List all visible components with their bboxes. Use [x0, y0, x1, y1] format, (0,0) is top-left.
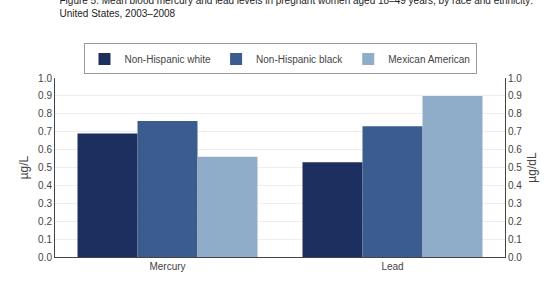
svg-text:Non-Hispanic white: Non-Hispanic white: [125, 54, 212, 65]
svg-text:0.0: 0.0: [38, 252, 52, 263]
svg-text:0.8: 0.8: [38, 108, 52, 119]
svg-text:0.3: 0.3: [508, 198, 522, 209]
svg-text:µg/dL: µg/dL: [525, 152, 539, 183]
svg-text:Mexican American: Mexican American: [388, 54, 470, 65]
svg-text:0.9: 0.9: [508, 90, 522, 101]
svg-text:Non-Hispanic black: Non-Hispanic black: [256, 54, 343, 65]
svg-text:0.7: 0.7: [508, 126, 522, 137]
svg-text:0.8: 0.8: [508, 108, 522, 119]
svg-text:0.2: 0.2: [508, 216, 522, 227]
svg-text:1.0: 1.0: [38, 73, 52, 84]
svg-text:0.6: 0.6: [38, 144, 52, 155]
svg-text:0.6: 0.6: [508, 144, 522, 155]
svg-text:0.5: 0.5: [508, 162, 522, 173]
svg-text:µg/L: µg/L: [17, 155, 31, 179]
svg-text:0.9: 0.9: [38, 90, 52, 101]
svg-text:0.7: 0.7: [38, 126, 52, 137]
svg-text:0.1: 0.1: [38, 234, 52, 245]
svg-text:Figure 5. Mean blood mercury a: Figure 5. Mean blood mercury and lead le…: [60, 0, 534, 19]
svg-text:0.1: 0.1: [508, 234, 522, 245]
svg-text:0.2: 0.2: [38, 216, 52, 227]
svg-text:0.0: 0.0: [508, 252, 522, 263]
svg-text:Lead: Lead: [381, 261, 403, 272]
svg-text:0.4: 0.4: [508, 180, 522, 191]
svg-text:1.0: 1.0: [508, 73, 522, 84]
svg-text:Mercury: Mercury: [149, 261, 185, 272]
svg-text:0.3: 0.3: [38, 198, 52, 209]
svg-text:0.4: 0.4: [38, 180, 52, 191]
svg-text:0.5: 0.5: [38, 162, 52, 173]
